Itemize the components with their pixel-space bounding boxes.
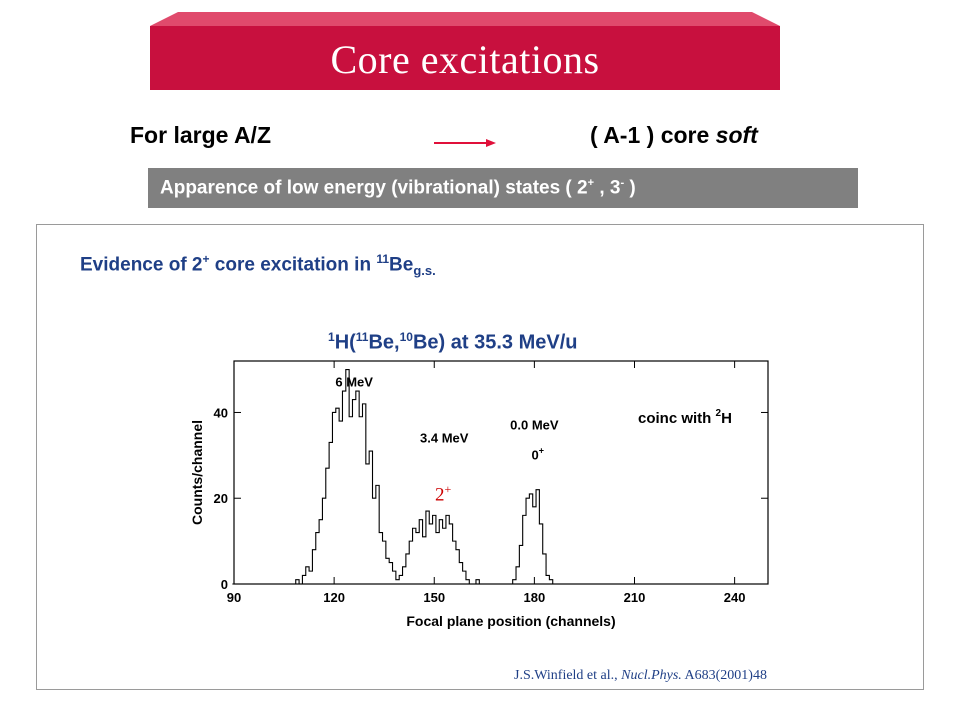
banner-shape bbox=[150, 12, 780, 90]
peak-annotation: 3.4 MeV bbox=[420, 430, 469, 445]
x-tick-label: 210 bbox=[624, 590, 646, 605]
y-tick-label: 40 bbox=[214, 405, 228, 420]
right-arrow-icon bbox=[434, 139, 496, 147]
legend-sup: 2 bbox=[716, 408, 722, 419]
core-soft-text: ( A-1 ) core soft bbox=[590, 122, 758, 148]
y-tick-label: 0 bbox=[221, 577, 228, 592]
x-tick-label: 120 bbox=[323, 590, 345, 605]
x-tick-label: 180 bbox=[524, 590, 546, 605]
spectrum-series-line bbox=[232, 369, 767, 585]
y-axis-label: Counts/channel bbox=[189, 420, 205, 525]
title-banner: Core excitations bbox=[150, 12, 780, 90]
two-plus-marker: 2+ bbox=[435, 482, 452, 506]
evidence-panel bbox=[36, 224, 924, 690]
plot-frame bbox=[233, 360, 769, 585]
peak-annotation: 0+ bbox=[531, 446, 544, 463]
legend-label: coinc with 2H bbox=[638, 408, 732, 427]
slide-title: Core excitations bbox=[330, 37, 600, 82]
legend-element: H bbox=[721, 410, 732, 427]
x-tick-label: 150 bbox=[423, 590, 445, 605]
x-tick-label: 90 bbox=[227, 590, 241, 605]
peak-annotation-sup: + bbox=[539, 446, 544, 456]
evidence-heading: Evidence of 2+ core excitation in 11Beg.… bbox=[80, 252, 436, 279]
spectrum-chart: 90 120 150 180 210 240 0 20 40 Focal plane positi… bbox=[189, 360, 769, 629]
x-axis-label: Focal plane position (channels) bbox=[406, 613, 615, 629]
citation: J.S.Winfield et al., Nucl.Phys. A683(200… bbox=[514, 668, 767, 683]
y-tick-label: 20 bbox=[214, 491, 228, 506]
reaction-label: 1H(11Be,10Be) at 35.3 MeV/u bbox=[328, 330, 578, 354]
peak-annotation: 0.0 MeV bbox=[510, 418, 559, 433]
peak-annotation: 6 MeV bbox=[335, 375, 373, 390]
low-energy-states-bar: Apparence of low energy (vibrational) st… bbox=[148, 168, 858, 208]
x-tick-label: 240 bbox=[724, 590, 746, 605]
large-az-text: For large A/Z bbox=[130, 122, 271, 148]
